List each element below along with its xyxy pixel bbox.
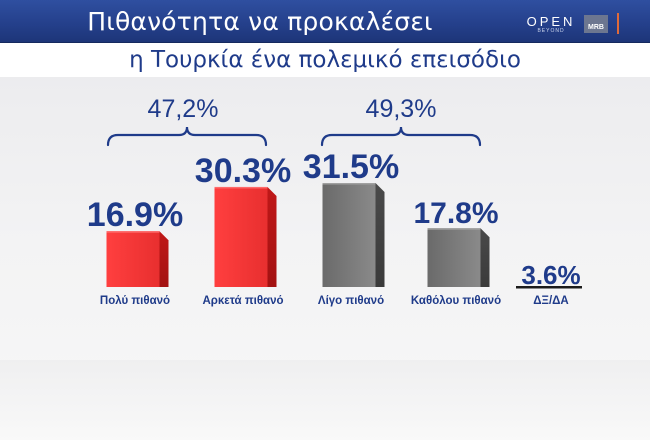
bar-side-3 [375, 183, 385, 287]
value-label-2: 30.3% [195, 152, 291, 190]
bar-top-4 [427, 228, 481, 230]
bar-side-1 [159, 231, 169, 287]
category-label-5: ΔΞ/ΔΑ [533, 295, 568, 307]
group-label-1: 47,2% [148, 95, 219, 123]
value-label-5: 3.6% [521, 260, 580, 290]
category-label-2: Αρκετά πιθανό [202, 295, 283, 307]
bar-3 [322, 183, 376, 287]
bar-top-2 [214, 186, 268, 189]
floor-band [0, 360, 650, 440]
bar-2 [214, 186, 268, 287]
category-label-3: Λίγο πιθανό [318, 295, 384, 307]
group-brace-1 [106, 126, 268, 147]
chart-title: Πιθανότητα να προκαλέσει [87, 7, 433, 36]
header-bar: Πιθανότητα να προκαλέσει OPEN BEYOND MRB [0, 0, 650, 43]
open-logo-subtext: BEYOND [537, 28, 565, 34]
bar-4 [427, 228, 481, 287]
category-label-4: Καθόλου πιθανό [411, 295, 501, 307]
logo-divider [617, 13, 619, 34]
group-brace-2 [320, 126, 482, 147]
value-label-3: 31.5% [303, 148, 399, 186]
bar-1 [106, 231, 160, 287]
bar-side-4 [480, 228, 490, 287]
bar-top-3 [322, 183, 376, 185]
group-label-2: 49,3% [366, 95, 437, 123]
mrb-logo: MRB [584, 15, 608, 33]
value-label-1: 16.9% [87, 196, 183, 234]
value-label-4: 17.8% [413, 197, 498, 230]
chart-subtitle: η Τουρκία ένα πολεμικό επεισόδιο [129, 47, 521, 73]
open-logo: OPEN [526, 14, 576, 29]
baseline-dk-da [516, 286, 582, 289]
bar-top-1 [106, 231, 160, 233]
category-label-1: Πολύ πιθανό [100, 295, 170, 307]
subtitle-bar: η Τουρκία ένα πολεμικό επεισόδιο [0, 43, 650, 77]
bar-side-2 [267, 186, 277, 287]
